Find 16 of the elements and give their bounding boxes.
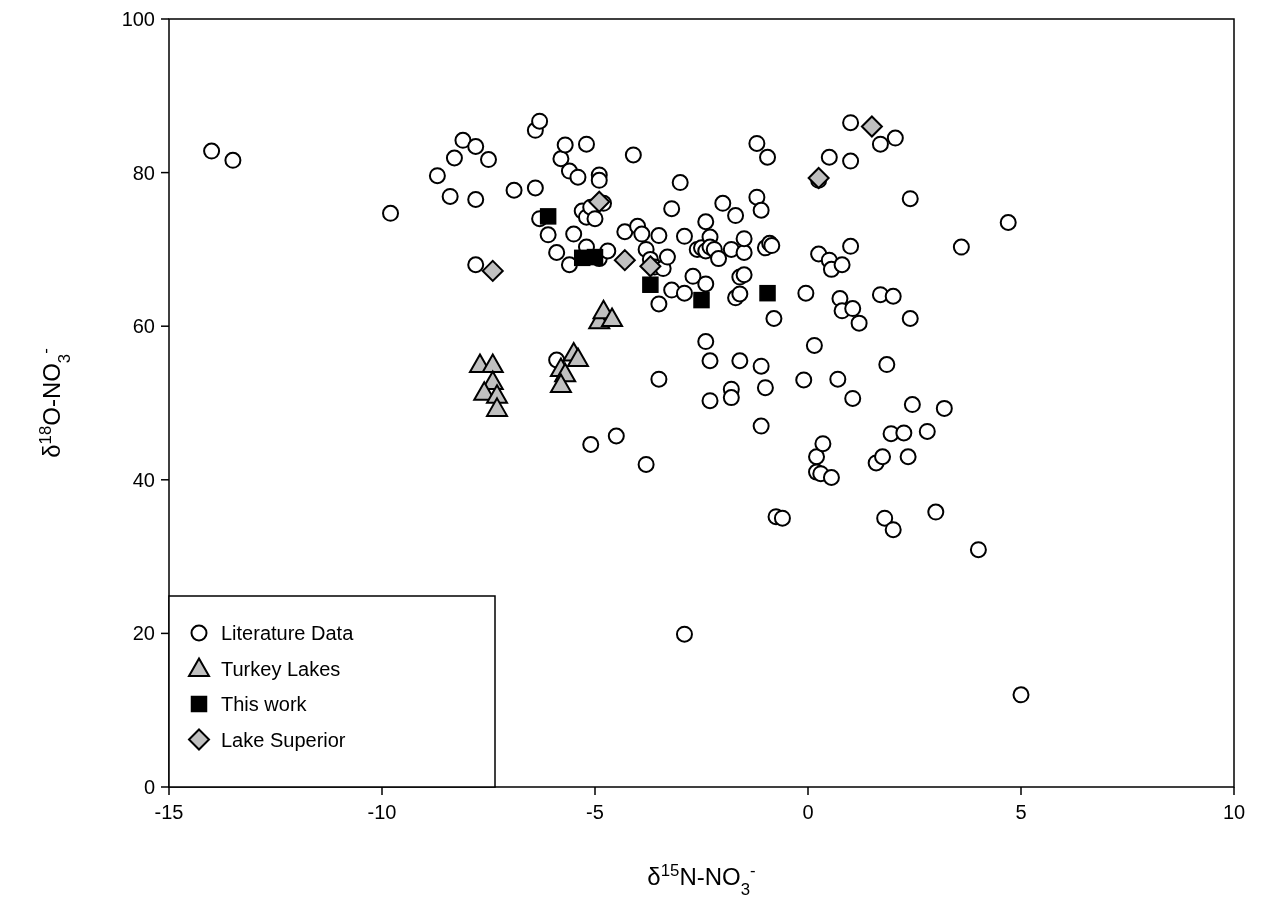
y-tick-label: 0 xyxy=(143,776,155,798)
x-tick-label: -10 xyxy=(367,801,397,823)
x-tick-label: -5 xyxy=(586,801,604,823)
y-tick-label: 80 xyxy=(132,161,155,184)
y-tick-label: 100 xyxy=(121,8,155,30)
x-tick-label: 10 xyxy=(1222,801,1246,823)
x-tick-label: -15 xyxy=(154,801,184,823)
y-tick-label: 60 xyxy=(132,315,155,338)
y-tick-label: 40 xyxy=(132,468,155,491)
x-tick-label: 5 xyxy=(1015,801,1027,823)
x-tick-label: 0 xyxy=(802,801,814,823)
legend-label: Literature Data xyxy=(221,622,355,644)
legend-label: This work xyxy=(221,693,308,715)
legend-label: Turkey Lakes xyxy=(221,657,341,680)
legend-label: Lake Superior xyxy=(221,728,346,751)
y-tick-label: 20 xyxy=(132,622,155,645)
